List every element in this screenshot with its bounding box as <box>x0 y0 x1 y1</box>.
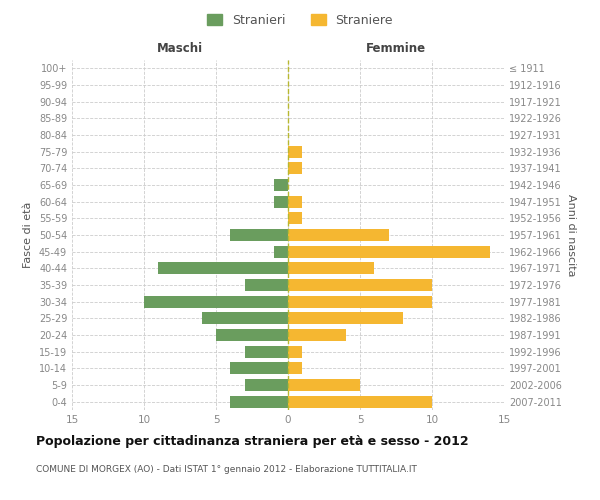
Bar <box>288 362 302 374</box>
Bar <box>288 162 302 174</box>
Bar <box>274 196 288 207</box>
Bar <box>216 329 288 341</box>
Bar <box>230 362 288 374</box>
Bar <box>288 279 432 291</box>
Y-axis label: Fasce di età: Fasce di età <box>23 202 33 268</box>
Text: Femmine: Femmine <box>366 42 426 55</box>
Bar <box>230 229 288 241</box>
Bar <box>288 229 389 241</box>
Y-axis label: Anni di nascita: Anni di nascita <box>566 194 575 276</box>
Text: Popolazione per cittadinanza straniera per età e sesso - 2012: Popolazione per cittadinanza straniera p… <box>36 435 469 448</box>
Bar <box>288 379 360 391</box>
Bar <box>288 329 346 341</box>
Text: COMUNE DI MORGEX (AO) - Dati ISTAT 1° gennaio 2012 - Elaborazione TUTTITALIA.IT: COMUNE DI MORGEX (AO) - Dati ISTAT 1° ge… <box>36 465 417 474</box>
Bar <box>288 346 302 358</box>
Legend: Stranieri, Straniere: Stranieri, Straniere <box>202 8 398 32</box>
Bar <box>288 212 302 224</box>
Text: Maschi: Maschi <box>157 42 203 55</box>
Bar <box>158 262 288 274</box>
Bar <box>288 146 302 158</box>
Bar <box>230 396 288 407</box>
Bar <box>288 296 432 308</box>
Bar <box>245 379 288 391</box>
Bar <box>288 312 403 324</box>
Bar <box>288 396 432 407</box>
Bar <box>274 179 288 191</box>
Bar <box>288 262 374 274</box>
Bar <box>288 246 490 258</box>
Bar <box>202 312 288 324</box>
Bar <box>245 346 288 358</box>
Bar <box>274 246 288 258</box>
Bar <box>288 196 302 207</box>
Bar <box>144 296 288 308</box>
Bar <box>245 279 288 291</box>
